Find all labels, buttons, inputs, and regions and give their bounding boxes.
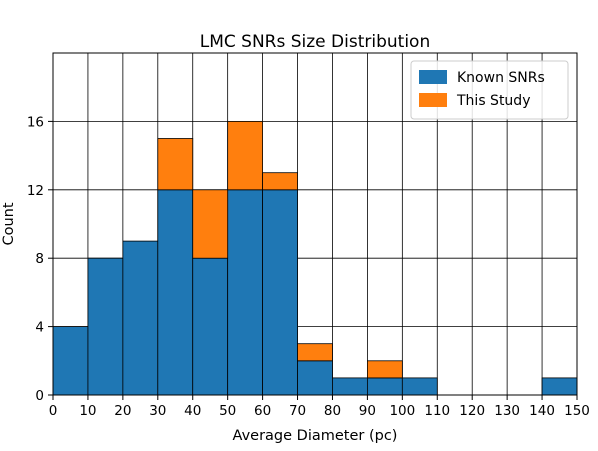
x-tick-label: 60	[254, 403, 271, 419]
plot-frame	[52, 52, 578, 396]
bar-this-study-bin-60	[262, 172, 298, 191]
y-tick-label: 8	[35, 251, 44, 267]
x-tick-label: 90	[359, 403, 376, 419]
legend: Known SNRs This Study	[410, 60, 569, 120]
y-tick-label: 12	[27, 183, 44, 199]
bar-known-snrs-bin-60	[262, 189, 298, 396]
x-tick-label: 20	[114, 403, 131, 419]
bar-known-snrs-bin-140	[541, 377, 578, 396]
y-tick-label: 16	[27, 114, 44, 130]
x-tick-label: 70	[289, 403, 306, 419]
bar-known-snrs-bin-50	[227, 189, 264, 396]
y-axis-label: Count	[1, 202, 17, 245]
x-tick-label: 50	[219, 403, 236, 419]
x-tick-label: 0	[49, 403, 58, 419]
chart-title: LMC SNRs Size Distribution	[200, 32, 430, 52]
bar-known-snrs-bin-20	[122, 240, 159, 396]
bars	[52, 121, 578, 396]
bar-known-snrs-bin-100	[401, 377, 438, 396]
x-tick-label: 130	[494, 403, 520, 419]
x-tick-label: 110	[424, 403, 450, 419]
bar-this-study-bin-70	[297, 343, 333, 362]
y-tick-label: 0	[35, 388, 44, 404]
x-tick-label: 150	[564, 403, 590, 419]
legend-swatch	[419, 93, 447, 107]
bar-this-study-bin-30	[157, 138, 194, 191]
legend-box	[410, 60, 569, 120]
bar-this-study-bin-40	[192, 189, 229, 259]
bar-known-snrs-bin-30	[157, 189, 194, 396]
x-axis-ticks: 0 10 20 30 40 50 60 70 80 90 100 110 120 130 140 150	[49, 395, 590, 419]
x-tick-label: 120	[459, 403, 485, 419]
y-axis-ticks: 0 4 8 12 16	[27, 114, 53, 404]
bar-known-snrs-bin-70	[297, 360, 333, 396]
legend-swatch	[419, 70, 447, 84]
x-tick-label: 10	[79, 403, 96, 419]
bar-known-snrs-bin-10	[87, 257, 124, 396]
bar-known-snrs-bin-40	[192, 257, 229, 396]
legend-label: This Study	[456, 93, 530, 109]
x-tick-label: 80	[324, 403, 341, 419]
bar-known-snrs-bin-0	[52, 326, 89, 396]
x-tick-label: 40	[184, 403, 201, 419]
legend-label: Known SNRs	[457, 70, 545, 86]
bar-this-study-bin-90	[366, 360, 403, 379]
x-tick-label: 140	[529, 403, 555, 419]
x-tick-label: 100	[389, 403, 415, 419]
y-tick-label: 4	[35, 320, 44, 336]
bar-this-study-bin-50	[227, 121, 264, 191]
x-tick-label: 30	[149, 403, 166, 419]
bar-known-snrs-bin-80	[332, 377, 368, 396]
bar-known-snrs-bin-90	[366, 377, 403, 396]
x-axis-label: Average Diameter (pc)	[233, 428, 398, 444]
